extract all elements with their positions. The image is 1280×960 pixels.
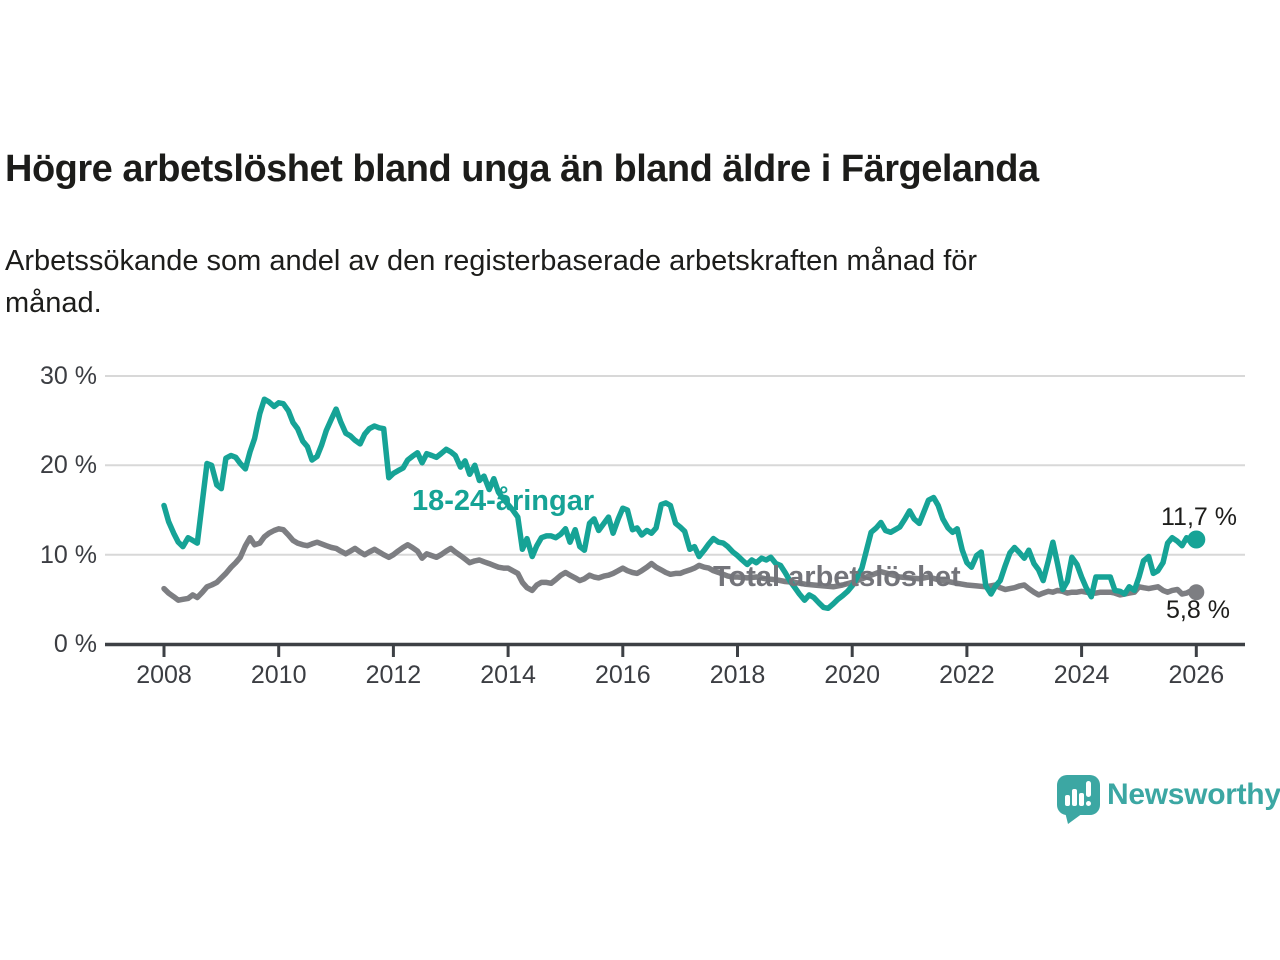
x-tick-label: 2022 xyxy=(939,661,995,689)
x-tick-label: 2018 xyxy=(709,661,766,689)
y-tick-label: 20 % xyxy=(40,451,97,480)
x-tick-label: 2026 xyxy=(1168,661,1225,689)
x-tick-label: 2020 xyxy=(824,661,880,689)
x-tick-label: 2016 xyxy=(594,661,651,689)
series-label-total: Total arbetslöshet xyxy=(713,561,961,593)
newsworthy-bubble-icon xyxy=(1057,775,1100,824)
x-tick-label: 2008 xyxy=(136,661,192,689)
newsworthy-logo-text: Newsworthy xyxy=(1107,778,1280,811)
y-tick-label: 0 % xyxy=(53,630,97,658)
x-tick-label: 2012 xyxy=(365,661,422,689)
y-tick-label: 30 % xyxy=(40,362,97,390)
x-tick-label: 2010 xyxy=(250,661,307,689)
series-label-young: 18-24-åringar xyxy=(412,485,595,517)
x-tick-label: 2024 xyxy=(1053,661,1110,689)
series-line-total xyxy=(161,526,1200,603)
page-title: Högre arbetslöshet bland unga än bland ä… xyxy=(5,148,1039,190)
value-label-total: 5,8 % xyxy=(1166,596,1230,624)
newsworthy-logo: Newsworthy xyxy=(1055,770,1280,830)
value-label-young: 11,7 % xyxy=(1161,503,1237,531)
x-tick-label: 2014 xyxy=(480,661,536,689)
subtitle-line-1: Arbetssökande som andel av den registerb… xyxy=(5,245,978,277)
series-end-dot-total xyxy=(1188,584,1205,601)
chart-subtitle: Arbetssökande som andel av den registerb… xyxy=(5,240,1205,324)
series-line-young xyxy=(161,396,1200,612)
series-end-dot-young xyxy=(1187,530,1206,549)
y-tick-label: 10 % xyxy=(40,540,97,569)
subtitle-line-2: månad. xyxy=(5,287,102,319)
